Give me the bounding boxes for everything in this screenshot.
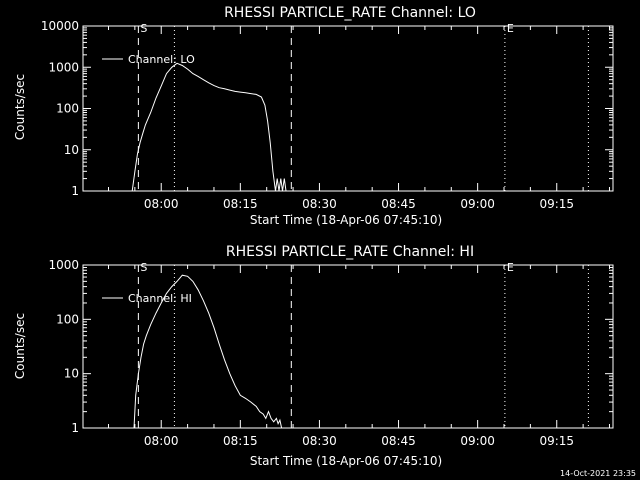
lo-y-tick-label: 100 (56, 102, 79, 116)
lo-y-tick-label: 1000 (48, 60, 79, 74)
lo-marker-label: S (140, 22, 147, 35)
generation-timestamp: 14-Oct-2021 23:35 (560, 469, 636, 478)
lo-legend-label: Channel: LO (128, 53, 195, 66)
lo-series-line (131, 62, 287, 192)
lo-x-tick-label: 08:15 (223, 197, 258, 211)
hi-y-tick-label: 1 (71, 421, 79, 435)
hi-x-tick-label: 08:45 (381, 434, 416, 448)
lo-marker-label: E (507, 22, 514, 35)
lo-y-tick-label: 10 (64, 143, 79, 157)
hi-channel-panel: RHESSI PARTICLE_RATE Channel: HI Counts/… (13, 244, 614, 468)
hi-y-axis-label: Counts/sec (13, 313, 27, 379)
hi-y-tick-label: 10 (64, 367, 79, 381)
hi-plot-frame (82, 264, 614, 429)
lo-x-tick-label: 08:45 (381, 197, 416, 211)
lo-chart-title: RHESSI PARTICLE_RATE Channel: LO (224, 5, 476, 21)
lo-y-tick-label: 10000 (41, 19, 79, 33)
hi-y-tick-label: 1000 (48, 258, 79, 272)
lo-x-tick-label: 09:00 (460, 197, 495, 211)
hi-marker-label: S (140, 261, 147, 274)
hi-legend-label: Channel: HI (128, 292, 192, 305)
hi-marker-label: E (507, 261, 514, 274)
lo-x-tick-label: 09:15 (539, 197, 574, 211)
hi-x-tick-label: 09:15 (539, 434, 574, 448)
hi-chart-title: RHESSI PARTICLE_RATE Channel: HI (226, 244, 474, 260)
lo-y-tick-label: 1 (71, 184, 79, 198)
lo-channel-panel: RHESSI PARTICLE_RATE Channel: LO Counts/… (13, 5, 614, 227)
hi-x-tick-label: 08:30 (302, 434, 337, 448)
hi-series-line (133, 274, 283, 429)
lo-x-tick-label: 08:00 (144, 197, 179, 211)
lo-x-axis-label: Start Time (18-Apr-06 07:45:10) (250, 213, 442, 227)
hi-x-axis-label: Start Time (18-Apr-06 07:45:10) (250, 454, 442, 468)
hi-y-tick-label: 100 (56, 312, 79, 326)
lo-y-axis-label: Counts/sec (13, 74, 27, 140)
lo-x-tick-label: 08:30 (302, 197, 337, 211)
hi-x-tick-label: 09:00 (460, 434, 495, 448)
hi-x-tick-label: 08:15 (223, 434, 258, 448)
hi-x-tick-label: 08:00 (144, 434, 179, 448)
